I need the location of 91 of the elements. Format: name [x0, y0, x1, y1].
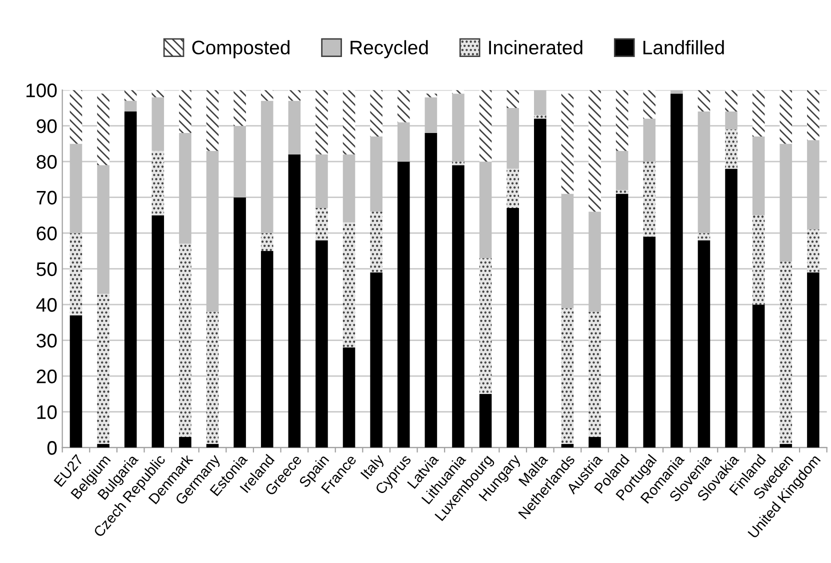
- bar: [260, 90, 274, 101]
- bar: [370, 212, 382, 272]
- bar: [479, 90, 492, 162]
- bar: [752, 90, 765, 137]
- bar: [479, 258, 492, 394]
- bar: [424, 94, 438, 98]
- bar: [260, 233, 274, 251]
- legend-label: Landfilled: [643, 40, 724, 54]
- y-tick-label: 0: [47, 441, 57, 455]
- bar: [561, 308, 574, 444]
- bar: [725, 168, 738, 448]
- bar: [424, 132, 438, 448]
- legend-label: Recycled: [350, 40, 428, 58]
- bar: [97, 94, 110, 166]
- bar: [370, 90, 382, 137]
- bar: [342, 222, 356, 348]
- bar: [752, 304, 765, 448]
- bar: [397, 162, 410, 448]
- bar: [780, 90, 792, 144]
- bar: [807, 272, 820, 448]
- bar: [179, 436, 192, 448]
- bar: [70, 90, 82, 144]
- bar: [70, 233, 82, 316]
- bar: [206, 90, 219, 151]
- bar: [643, 90, 656, 119]
- y-tick-label: 30: [36, 334, 57, 348]
- y-tick-label: 90: [36, 119, 57, 134]
- bar: [97, 444, 110, 448]
- bar: [288, 154, 301, 448]
- y-tick-label: 40: [36, 298, 57, 312]
- y-tick-label: 80: [36, 155, 57, 169]
- bar: [616, 190, 628, 194]
- y-tick-label: 100: [26, 84, 57, 98]
- bar: [370, 272, 382, 448]
- bar: [588, 90, 601, 212]
- bar: [452, 165, 464, 448]
- bar: [752, 215, 765, 305]
- bar: [288, 90, 301, 101]
- bar: [179, 90, 192, 133]
- bar: [124, 90, 137, 101]
- bar: [452, 162, 464, 166]
- bar: [152, 150, 164, 216]
- bar: [807, 90, 820, 140]
- bar: [342, 347, 356, 448]
- bar: [807, 230, 820, 272]
- bar: [316, 208, 328, 240]
- bar: [725, 129, 738, 169]
- bar: [643, 162, 656, 237]
- bar: [643, 236, 656, 448]
- bar: [670, 94, 683, 448]
- bar: [725, 90, 738, 112]
- legend-label: Incinerated: [489, 40, 582, 54]
- bar: [616, 90, 628, 151]
- bar: [206, 444, 219, 448]
- bar: [780, 444, 792, 448]
- bar: [152, 90, 164, 98]
- bar: [506, 208, 519, 448]
- bar: [234, 90, 246, 126]
- bar: [780, 262, 792, 444]
- y-tick-label: 20: [36, 370, 57, 384]
- bar: [698, 240, 710, 448]
- bar: [588, 312, 601, 437]
- bar: [342, 90, 356, 154]
- bar: [397, 90, 410, 122]
- bar: [534, 115, 546, 119]
- bar: [506, 168, 519, 208]
- y-tick-label: 50: [36, 262, 57, 276]
- bar: [561, 94, 574, 194]
- bar: [506, 90, 519, 108]
- y-tick-label: 60: [36, 226, 57, 240]
- bar: [97, 294, 110, 444]
- bar: [316, 240, 328, 448]
- y-tick-label: 10: [37, 405, 57, 420]
- bar: [698, 90, 710, 112]
- legend-label: Composted: [192, 40, 290, 58]
- bar: [316, 90, 328, 154]
- bar: [124, 100, 137, 112]
- bar: [70, 315, 82, 448]
- bar: [534, 118, 546, 448]
- bar: [206, 312, 219, 444]
- bar: [124, 112, 137, 448]
- bar: [234, 197, 246, 448]
- bar: [152, 215, 164, 448]
- bar: [179, 244, 192, 437]
- bar: [698, 233, 710, 240]
- bar: [561, 444, 574, 448]
- y-tick-label: 70: [36, 190, 57, 205]
- bar: [616, 194, 628, 448]
- bar: [479, 394, 492, 448]
- bar: [260, 250, 274, 448]
- bar: [588, 436, 601, 448]
